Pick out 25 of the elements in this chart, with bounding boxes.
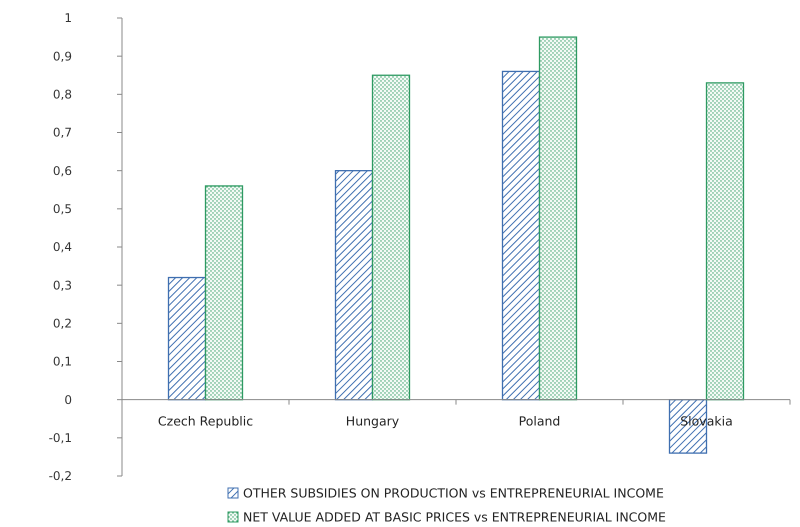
bar: [538, 36, 578, 400]
y-tick-label: 1: [64, 11, 72, 26]
y-tick-label: 0,8: [52, 88, 72, 102]
legend-label: OTHER SUBSIDIES ON PRODUCTION vs ENTREPRENEURIAL INCOME: [243, 485, 664, 500]
bar: [168, 276, 206, 400]
bar: [204, 185, 244, 400]
y-tick-label: 0,9: [52, 49, 72, 64]
y-tick-label: 0,6: [52, 164, 72, 178]
bar: [502, 70, 540, 400]
x-tick-label: Poland: [518, 414, 560, 429]
y-tick-label: 0,4: [52, 240, 72, 254]
y-tick-label: 0,7: [52, 126, 72, 140]
bar: [372, 74, 410, 400]
x-tick-label: Hungary: [346, 414, 400, 429]
legend-label: NET VALUE ADDED AT BASIC PRICES vs ENTREPRENEURIAL INCOME: [243, 509, 666, 524]
y-tick-label: 0,1: [52, 354, 72, 369]
y-tick-label: 0,5: [52, 202, 72, 216]
y-tick-label: 0,2: [52, 316, 72, 331]
y-tick-label: 0: [64, 392, 72, 407]
y-tick-label: -0,2: [48, 469, 72, 484]
y-tick-label: 0,3: [52, 278, 72, 292]
y-tick-label: -0,1: [48, 431, 72, 446]
bar: [706, 82, 744, 400]
bar: [334, 170, 374, 400]
x-tick-label: Czech Republic: [158, 414, 254, 429]
